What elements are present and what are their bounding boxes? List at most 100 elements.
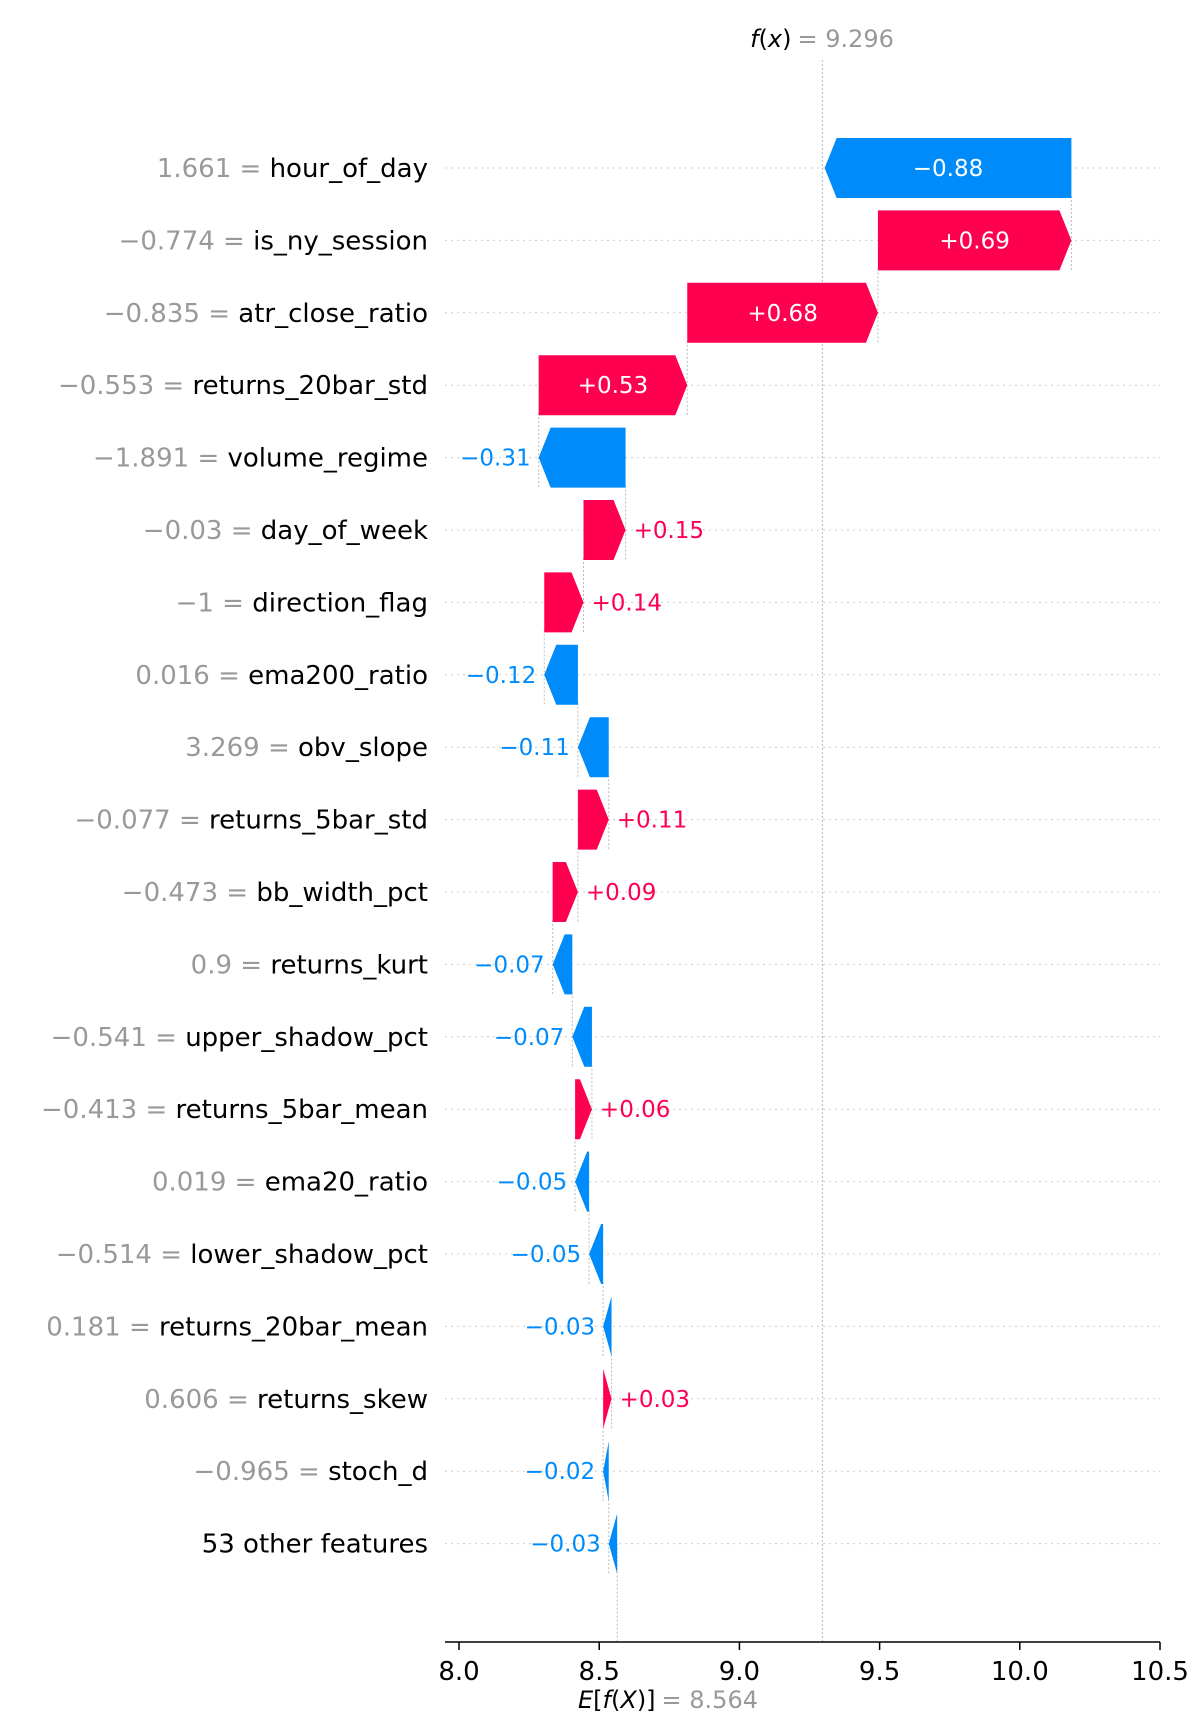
- feature-value: 0.606 =: [144, 1385, 257, 1415]
- bar-day_of_week: [583, 500, 626, 560]
- contribution-label: −0.12: [466, 663, 536, 689]
- feature-name: returns_20bar_mean: [159, 1312, 428, 1342]
- bar-53-other-features: [608, 1513, 618, 1574]
- bar-returns_5bar_std: [577, 789, 609, 850]
- contribution-label: −0.02: [525, 1459, 595, 1485]
- contribution-label: −0.05: [497, 1170, 567, 1196]
- feature-name: returns_20bar_std: [193, 371, 429, 401]
- feature-label: 53 other features: [202, 1530, 428, 1560]
- grid-layer: [445, 167, 1160, 1545]
- x-tick-label: 10.0: [991, 1657, 1049, 1687]
- feature-label: −0.03 = day_of_week: [143, 516, 428, 546]
- feature-label: −0.413 = returns_5bar_mean: [41, 1095, 428, 1125]
- feature-name: returns_skew: [257, 1385, 428, 1415]
- feature-value: −1.891 =: [93, 444, 228, 474]
- contribution-label: +0.68: [747, 301, 817, 327]
- contribution-label: −0.88: [913, 156, 983, 182]
- bar-atr_close_ratio: [687, 282, 878, 343]
- bar-returns_20bar_std: [538, 355, 688, 416]
- feature-name: atr_close_ratio: [238, 299, 428, 329]
- feature-label: −1 = direction_flag: [176, 588, 428, 618]
- output-value-label: f(x) = 9.296: [750, 25, 894, 53]
- feature-label: −1.891 = volume_regime: [93, 444, 428, 474]
- contribution-label: +0.03: [620, 1387, 690, 1413]
- feature-name: returns_5bar_std: [209, 806, 428, 836]
- feature-name: hour_of_day: [270, 154, 428, 184]
- feature-label: 0.019 = ema20_ratio: [152, 1168, 428, 1198]
- feature-value: −0.965 =: [194, 1457, 329, 1487]
- feature-name: direction_flag: [252, 588, 428, 618]
- contribution-label: −0.03: [525, 1314, 595, 1340]
- contribution-label: +0.53: [578, 373, 648, 399]
- x-axis: 8.0 8.5 9.0 9.5 10.0 10.5: [438, 1641, 1189, 1687]
- base-value-text: = 8.564: [662, 1686, 758, 1714]
- bar-returns_20bar_mean: [603, 1296, 612, 1357]
- feature-label: 1.661 = hour_of_day: [157, 154, 428, 184]
- feature-label: 0.016 = ema200_ratio: [135, 661, 428, 691]
- contribution-label: −0.11: [499, 735, 569, 761]
- contribution-label: +0.14: [592, 590, 662, 616]
- contribution-label: +0.69: [939, 228, 1009, 254]
- contribution-label: +0.11: [617, 808, 687, 834]
- x-tick-label: 10.5: [1131, 1657, 1189, 1687]
- contribution-label: −0.07: [474, 952, 544, 978]
- x-tick-label: 8.5: [579, 1657, 620, 1687]
- bar-direction_flag: [544, 572, 584, 633]
- feature-label: −0.541 = upper_shadow_pct: [51, 1023, 428, 1053]
- feature-label: −0.965 = stoch_d: [194, 1457, 428, 1487]
- feature-label: 0.606 = returns_skew: [144, 1385, 428, 1415]
- feature-value: −0.541 =: [51, 1023, 186, 1053]
- feature-name: ema200_ratio: [248, 661, 428, 691]
- contribution-label: −0.31: [460, 446, 530, 472]
- feature-value: −0.835 =: [104, 299, 239, 329]
- reference-lines: [538, 60, 1072, 1642]
- feature-value: −0.03 =: [143, 516, 261, 546]
- feature-value: −0.774 =: [119, 226, 254, 256]
- feature-name: is_ny_session: [253, 226, 428, 256]
- output-value-text: = 9.296: [797, 25, 893, 53]
- bar-bb_width_pct: [552, 862, 578, 922]
- feature-name: day_of_week: [261, 516, 428, 546]
- feature-label: 3.269 = obv_slope: [185, 733, 428, 763]
- feature-value: −0.553 =: [58, 371, 193, 401]
- feature-name: upper_shadow_pct: [185, 1023, 428, 1053]
- contribution-label: −0.07: [494, 1025, 564, 1051]
- feature-name: returns_kurt: [270, 950, 428, 980]
- feature-label: −0.514 = lower_shadow_pct: [56, 1240, 428, 1270]
- feature-value: 0.019 =: [152, 1168, 265, 1198]
- feature-label: −0.473 = bb_width_pct: [122, 878, 428, 908]
- contribution-label: −0.05: [511, 1242, 581, 1268]
- contribution-label: −0.03: [530, 1532, 600, 1558]
- contribution-label: +0.15: [634, 518, 704, 544]
- feature-value: −0.473 =: [122, 878, 257, 908]
- feature-name: 53 other features: [202, 1530, 428, 1560]
- feature-value: −0.077 =: [74, 806, 209, 836]
- base-value-label: E[f(X)] = 8.564: [578, 1686, 758, 1714]
- feature-value: −0.413 =: [41, 1095, 176, 1125]
- feature-value: −1 =: [176, 588, 253, 618]
- bar-obv_slope: [577, 717, 609, 778]
- bar-returns_5bar_mean: [575, 1079, 592, 1140]
- feature-name: lower_shadow_pct: [190, 1240, 428, 1270]
- feature-labels: 1.661 = hour_of_day −0.774 = is_ny_sessio…: [41, 154, 428, 1560]
- bars-layer: −0.88 +0.69 +0.68 +0.53 −0.31 +0.15 +0.14 −0.12…: [460, 138, 1072, 1574]
- feature-name: stoch_d: [328, 1457, 428, 1487]
- feature-label: 0.181 = returns_20bar_mean: [46, 1312, 428, 1342]
- feature-label: −0.553 = returns_20bar_std: [58, 371, 428, 401]
- feature-value: −0.514 =: [56, 1240, 191, 1270]
- feature-value: 0.181 =: [46, 1312, 159, 1342]
- feature-name: bb_width_pct: [256, 878, 428, 908]
- feature-name: volume_regime: [228, 444, 428, 474]
- bar-returns_kurt: [552, 934, 573, 995]
- bar-volume_regime: [538, 427, 626, 488]
- feature-value: 0.9 =: [191, 950, 271, 980]
- x-tick-label: 9.5: [859, 1657, 900, 1687]
- feature-label: 0.9 = returns_kurt: [191, 950, 428, 980]
- contribution-label: +0.06: [600, 1097, 670, 1123]
- bar-returns_skew: [603, 1368, 612, 1429]
- bar-ema200_ratio: [544, 644, 578, 705]
- feature-name: obv_slope: [298, 733, 428, 763]
- feature-value: 0.016 =: [135, 661, 248, 691]
- feature-label: −0.774 = is_ny_session: [119, 226, 428, 256]
- feature-value: 1.661 =: [157, 154, 270, 184]
